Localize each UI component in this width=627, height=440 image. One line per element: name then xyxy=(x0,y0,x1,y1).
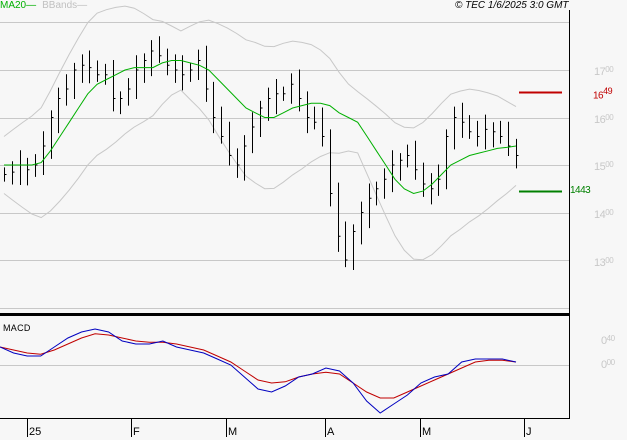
macd-line xyxy=(0,328,517,414)
x-label-mar: M xyxy=(228,426,238,438)
macd-label-000: 000 xyxy=(601,358,615,371)
y-label-1600: 1600 xyxy=(594,113,614,126)
x-label-may: M xyxy=(422,426,432,438)
x-label-apr: A xyxy=(327,426,335,438)
copyright-text: © TEC 1/6/2025 3:0 GMT xyxy=(455,0,569,11)
price-gridlines xyxy=(0,22,569,309)
x-label-jun: J xyxy=(526,426,532,438)
support-value: 1443 xyxy=(570,185,591,196)
y-label-1700: 1700 xyxy=(594,65,614,78)
y-label-1500: 1500 xyxy=(594,160,614,173)
resistance-value: 1649 xyxy=(593,86,613,102)
x-label-jan-25: 25 xyxy=(29,426,42,438)
x-label-feb: F xyxy=(133,426,140,438)
ma20-line xyxy=(4,60,517,195)
y-label-1400: 1400 xyxy=(594,208,614,221)
macd-title: MACD xyxy=(3,323,31,333)
legend-ma20: MA20— xyxy=(0,0,37,11)
macd-signal-line xyxy=(0,333,517,399)
macd-label-040: 040 xyxy=(601,334,615,347)
chart-legend: MA20— BBands— xyxy=(0,0,87,12)
price-bars xyxy=(4,36,519,270)
y-label-1300: 1300 xyxy=(594,256,614,269)
bollinger-bands xyxy=(3,5,517,261)
legend-bbands: BBands— xyxy=(42,0,88,11)
x-axis-ticks xyxy=(27,418,525,437)
